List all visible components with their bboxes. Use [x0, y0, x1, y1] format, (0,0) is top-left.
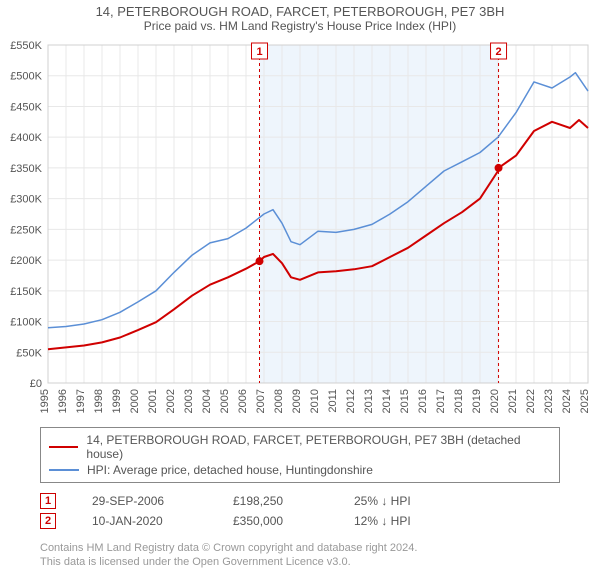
marker-number-box: 2: [40, 513, 56, 529]
sale-point: [495, 164, 503, 172]
svg-text:2020: 2020: [489, 389, 501, 413]
marker-pct-vs-hpi: 25% ↓ HPI: [354, 494, 434, 508]
svg-text:2022: 2022: [525, 389, 537, 413]
svg-text:2013: 2013: [363, 389, 375, 413]
svg-text:2006: 2006: [237, 389, 249, 413]
legend-label: 14, PETERBOROUGH ROAD, FARCET, PETERBORO…: [86, 433, 551, 461]
svg-text:2025: 2025: [579, 389, 591, 413]
sale-point: [256, 257, 264, 265]
svg-text:1: 1: [256, 46, 262, 58]
svg-text:£400K: £400K: [10, 132, 42, 144]
svg-text:£150K: £150K: [10, 286, 42, 298]
svg-text:2011: 2011: [327, 389, 339, 413]
svg-text:2021: 2021: [507, 389, 519, 413]
marker-number-box: 1: [40, 493, 56, 509]
marker-table: 1 29-SEP-2006 £198,250 25% ↓ HPI 2 10-JAN-202…: [40, 491, 560, 531]
chart-subtitle: Price paid vs. HM Land Registry's House …: [0, 19, 600, 39]
svg-text:2014: 2014: [381, 389, 393, 413]
marker-date: 10-JAN-2020: [92, 514, 197, 528]
chart-area: 1 2 £0 £50K £100K £150K £200K £250K £300K £350K £4…: [0, 39, 600, 419]
svg-text:2016: 2016: [417, 389, 429, 413]
svg-text:1996: 1996: [57, 389, 69, 413]
svg-text:£500K: £500K: [10, 71, 42, 83]
footer-line-1: Contains HM Land Registry data © Crown c…: [40, 541, 560, 555]
svg-text:2009: 2009: [291, 389, 303, 413]
svg-text:£550K: £550K: [10, 40, 42, 52]
legend-swatch: [49, 469, 79, 471]
svg-text:2002: 2002: [165, 389, 177, 413]
svg-text:£450K: £450K: [10, 101, 42, 113]
marker-row: 2 10-JAN-2020 £350,000 12% ↓ HPI: [40, 511, 560, 531]
legend: 14, PETERBOROUGH ROAD, FARCET, PETERBORO…: [40, 427, 560, 483]
svg-text:2005: 2005: [219, 389, 231, 413]
svg-text:£50K: £50K: [16, 347, 42, 359]
marker-row: 1 29-SEP-2006 £198,250 25% ↓ HPI: [40, 491, 560, 511]
svg-text:1995: 1995: [39, 389, 51, 413]
svg-text:1999: 1999: [111, 389, 123, 413]
svg-text:2000: 2000: [129, 389, 141, 413]
svg-text:2023: 2023: [543, 389, 555, 413]
svg-text:£250K: £250K: [10, 224, 42, 236]
svg-text:2024: 2024: [561, 389, 573, 413]
svg-text:2003: 2003: [183, 389, 195, 413]
svg-text:2004: 2004: [201, 389, 213, 413]
svg-text:2015: 2015: [399, 389, 411, 413]
legend-label: HPI: Average price, detached house, Hunt…: [87, 463, 373, 477]
svg-text:£300K: £300K: [10, 194, 42, 206]
svg-text:2018: 2018: [453, 389, 465, 413]
svg-text:1998: 1998: [93, 389, 105, 413]
footer-line-2: This data is licensed under the Open Gov…: [40, 555, 560, 569]
svg-text:2012: 2012: [345, 389, 357, 413]
svg-text:£100K: £100K: [10, 317, 42, 329]
chart-title: 14, PETERBOROUGH ROAD, FARCET, PETERBORO…: [0, 0, 600, 19]
svg-text:2001: 2001: [147, 389, 159, 413]
marker-date: 29-SEP-2006: [92, 494, 197, 508]
marker-pct-vs-hpi: 12% ↓ HPI: [354, 514, 434, 528]
svg-text:2008: 2008: [273, 389, 285, 413]
svg-text:2010: 2010: [309, 389, 321, 413]
svg-text:2017: 2017: [435, 389, 447, 413]
marker-price: £350,000: [233, 514, 318, 528]
footer-attribution: Contains HM Land Registry data © Crown c…: [40, 541, 560, 570]
svg-text:2019: 2019: [471, 389, 483, 413]
svg-text:2: 2: [495, 46, 501, 58]
line-chart-svg: 1 2 £0 £50K £100K £150K £200K £250K £300K £350K £4…: [0, 39, 600, 419]
marker-price: £198,250: [233, 494, 318, 508]
svg-text:£200K: £200K: [10, 255, 42, 267]
legend-row: HPI: Average price, detached house, Hunt…: [49, 462, 551, 478]
legend-row: 14, PETERBOROUGH ROAD, FARCET, PETERBORO…: [49, 432, 551, 462]
legend-swatch: [49, 446, 78, 448]
svg-text:1997: 1997: [75, 389, 87, 413]
svg-text:£350K: £350K: [10, 163, 42, 175]
svg-text:2007: 2007: [255, 389, 267, 413]
svg-text:£0: £0: [30, 378, 42, 390]
